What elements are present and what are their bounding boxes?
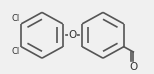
Text: O: O xyxy=(129,62,137,72)
Text: Cl: Cl xyxy=(12,47,20,56)
Text: Cl: Cl xyxy=(12,14,20,23)
Text: O: O xyxy=(68,30,77,40)
